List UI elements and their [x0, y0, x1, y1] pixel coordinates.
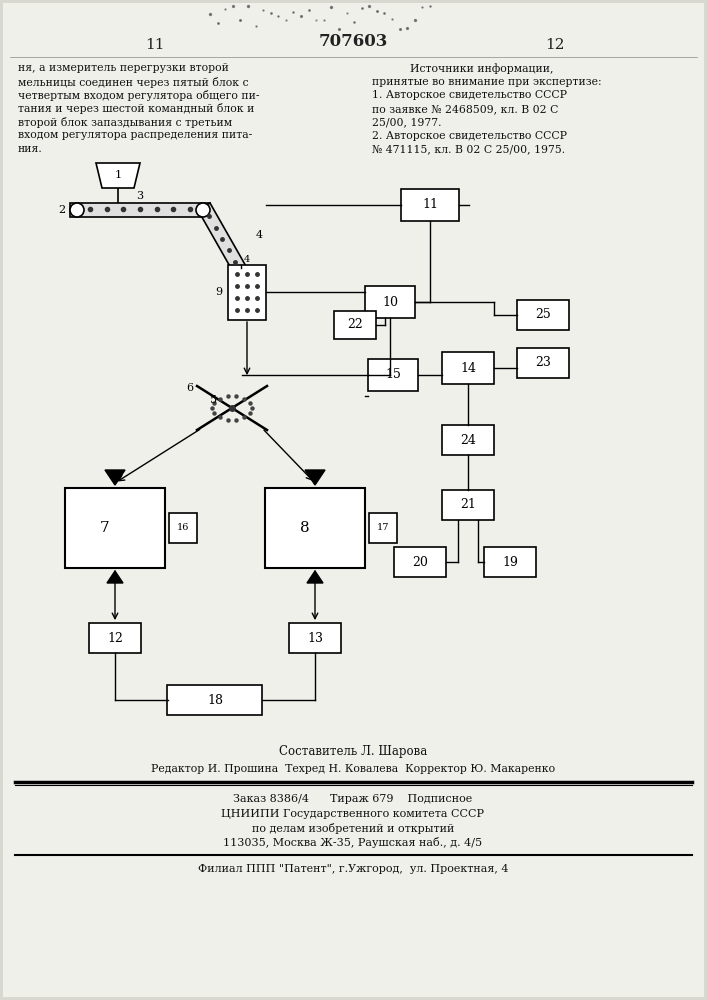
- Bar: [442, 352, 494, 384]
- Bar: [365, 286, 415, 318]
- Text: 2: 2: [59, 205, 66, 215]
- Circle shape: [196, 203, 210, 217]
- Text: Источники информации,: Источники информации,: [410, 63, 554, 74]
- Bar: [70, 203, 210, 217]
- Text: 10: 10: [382, 296, 398, 308]
- Text: 14: 14: [460, 361, 476, 374]
- Text: ня, а измеритель перегрузки второй: ня, а измеритель перегрузки второй: [18, 63, 229, 73]
- Polygon shape: [96, 163, 140, 188]
- Text: 11: 11: [145, 38, 165, 52]
- Text: Редактор И. Прошина  Техред Н. Ковалева  Корректор Ю. Макаренко: Редактор И. Прошина Техред Н. Ковалева К…: [151, 764, 555, 774]
- Bar: [442, 490, 494, 520]
- Text: ЦНИИПИ Государственного комитета СССР: ЦНИИПИ Государственного комитета СССР: [221, 809, 484, 819]
- Polygon shape: [105, 470, 125, 485]
- Bar: [228, 264, 266, 320]
- Text: 23: 23: [535, 357, 551, 369]
- Text: 13: 13: [307, 632, 323, 645]
- Text: 25/00, 1977.: 25/00, 1977.: [372, 117, 441, 127]
- Text: 16: 16: [177, 524, 189, 532]
- Text: 3: 3: [136, 191, 144, 201]
- Text: четвертым входом регулятора общего пи-: четвертым входом регулятора общего пи-: [18, 90, 259, 101]
- Text: ния.: ния.: [18, 144, 42, 154]
- Text: 2. Авторское свидетельство СССР: 2. Авторское свидетельство СССР: [372, 131, 567, 141]
- Text: Составитель Л. Шарова: Составитель Л. Шарова: [279, 746, 427, 758]
- Text: 4: 4: [244, 255, 250, 264]
- Circle shape: [70, 203, 84, 217]
- Bar: [89, 623, 141, 653]
- Text: 24: 24: [460, 434, 476, 446]
- Text: Филиал ППП "Патент", г.Ужгород,  ул. Проектная, 4: Филиал ППП "Патент", г.Ужгород, ул. Прое…: [198, 864, 508, 874]
- Text: 5: 5: [211, 395, 218, 405]
- Text: 113035, Москва Ж-35, Раушская наб., д. 4/5: 113035, Москва Ж-35, Раушская наб., д. 4…: [223, 836, 483, 848]
- Text: 25: 25: [535, 308, 551, 322]
- Text: 20: 20: [412, 556, 428, 568]
- Text: 21: 21: [460, 498, 476, 512]
- Text: 12: 12: [107, 632, 123, 645]
- Bar: [169, 513, 197, 543]
- Bar: [265, 488, 365, 568]
- Text: мельницы соединен через пятый блок с: мельницы соединен через пятый блок с: [18, 77, 249, 88]
- Text: принятые во внимание при экспертизе:: принятые во внимание при экспертизе:: [372, 77, 602, 87]
- Text: 9: 9: [216, 287, 223, 297]
- Polygon shape: [198, 203, 247, 275]
- Polygon shape: [307, 571, 323, 583]
- Text: 1. Авторское свидетельство СССР: 1. Авторское свидетельство СССР: [372, 91, 567, 101]
- Bar: [401, 189, 459, 221]
- Text: по делам изобретений и открытий: по делам изобретений и открытий: [252, 822, 454, 834]
- Text: Заказ 8386/4      Тираж 679    Подписное: Заказ 8386/4 Тираж 679 Подписное: [233, 794, 472, 804]
- Bar: [168, 685, 262, 715]
- Bar: [289, 623, 341, 653]
- Text: входом регулятора распределения пита-: входом регулятора распределения пита-: [18, 130, 252, 140]
- Text: № 471115, кл. В 02 С 25/00, 1975.: № 471115, кл. В 02 С 25/00, 1975.: [372, 144, 565, 154]
- Text: по заявке № 2468509, кл. В 02 С: по заявке № 2468509, кл. В 02 С: [372, 104, 559, 114]
- Text: тания и через шестой командный блок и: тания и через шестой командный блок и: [18, 104, 255, 114]
- Bar: [517, 300, 569, 330]
- Text: второй блок запаздывания с третьим: второй блок запаздывания с третьим: [18, 117, 232, 128]
- Text: 1: 1: [115, 170, 122, 180]
- Text: 707603: 707603: [318, 33, 387, 50]
- Text: 12: 12: [545, 38, 565, 52]
- Text: 11: 11: [422, 198, 438, 212]
- Text: 4: 4: [255, 230, 262, 240]
- Bar: [517, 348, 569, 378]
- Polygon shape: [107, 571, 123, 583]
- Bar: [65, 488, 165, 568]
- Bar: [334, 311, 376, 339]
- Bar: [442, 425, 494, 455]
- Bar: [368, 359, 418, 391]
- Text: 8: 8: [300, 521, 310, 535]
- Text: 6: 6: [187, 383, 194, 393]
- Text: 18: 18: [207, 694, 223, 706]
- Bar: [484, 547, 536, 577]
- Polygon shape: [305, 470, 325, 485]
- Text: 15: 15: [385, 368, 401, 381]
- Bar: [394, 547, 446, 577]
- Text: 7: 7: [100, 521, 110, 535]
- Text: 19: 19: [502, 556, 518, 568]
- Bar: [369, 513, 397, 543]
- Text: 22: 22: [347, 318, 363, 332]
- Text: 17: 17: [377, 524, 390, 532]
